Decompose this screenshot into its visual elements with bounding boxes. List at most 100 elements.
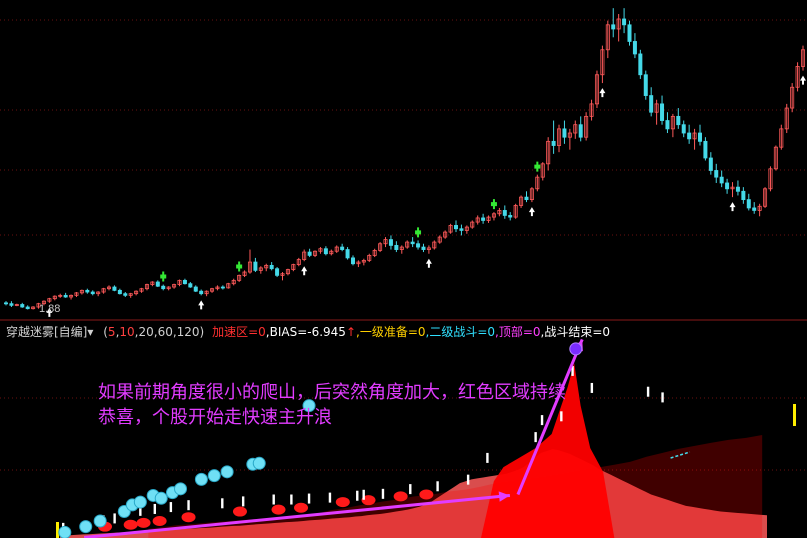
param-10: 10	[119, 325, 135, 339]
buy-arrow-icon	[198, 300, 205, 310]
candle-body	[14, 304, 19, 306]
red-bump	[294, 502, 309, 513]
peak-marker	[569, 342, 583, 356]
candle-body	[513, 205, 518, 218]
signal-bubble	[154, 491, 168, 505]
candle-body	[58, 294, 63, 297]
candle-body	[85, 289, 90, 293]
buy-arrow-icon	[800, 75, 806, 85]
candlestick-series	[4, 8, 806, 310]
buy-arrow-icon	[301, 266, 308, 276]
signal-bar	[409, 484, 412, 495]
candle-body	[616, 18, 621, 30]
candle-body	[714, 170, 719, 178]
level2-value: ,二级战斗=0	[425, 325, 496, 339]
candle-body	[258, 267, 263, 271]
signal-bar	[356, 490, 359, 501]
candle-body	[779, 128, 784, 148]
signal-bar	[381, 488, 385, 499]
candle-body	[47, 298, 52, 302]
candle-body	[69, 294, 74, 298]
candle-body	[519, 196, 524, 206]
candle-body	[52, 295, 57, 300]
signal-bubble	[79, 520, 93, 534]
red-bump	[361, 495, 376, 506]
plus-signal-icon	[490, 199, 497, 210]
candle-body	[25, 306, 30, 310]
candle-body	[112, 286, 117, 291]
candle-body	[660, 103, 665, 121]
signal-bubble	[174, 482, 188, 496]
candle-body	[578, 124, 583, 138]
chart-grid	[0, 19, 807, 471]
candle-body	[741, 190, 746, 201]
level1-value: ,一级准备=0	[356, 325, 426, 339]
red-bump	[181, 512, 196, 523]
candle-body	[551, 140, 556, 146]
buy-arrow-icon	[729, 202, 736, 212]
candle-body	[247, 261, 252, 273]
indicator-name[interactable]: 穿越迷雾[自编]	[6, 325, 88, 339]
candle-body	[210, 288, 215, 292]
candle-body	[334, 246, 339, 252]
candle-body	[497, 210, 502, 215]
candle-body	[96, 291, 101, 295]
buy-arrow-icon	[528, 207, 535, 217]
annotation-line-1: 如果前期角度很小的爬山，后突然角度加大，红色区域持续	[98, 382, 566, 403]
signal-bar	[187, 500, 190, 511]
trend-arrow-2	[516, 338, 584, 496]
annotation-line-2: 恭喜，个股开始走快速主升浪	[98, 407, 332, 428]
candle-body	[275, 268, 280, 276]
candle-body	[242, 271, 247, 276]
candle-body	[763, 188, 768, 207]
candle-body	[708, 157, 713, 171]
candle-body	[323, 248, 328, 255]
indicator-title-bar: 穿越迷雾[自编]▾ (5,10,20,60,120) 加速区=0,BIAS=-6…	[0, 322, 807, 342]
candle-body	[313, 250, 318, 256]
candle-body	[676, 115, 681, 126]
candle-body	[264, 264, 269, 269]
candle-body	[9, 303, 14, 306]
candle-body	[725, 182, 730, 190]
candle-body	[464, 226, 469, 231]
signal-bar	[241, 496, 245, 507]
candle-body	[280, 273, 285, 276]
candle-body	[139, 288, 144, 292]
candle-body	[237, 274, 242, 281]
candle-body	[752, 207, 757, 211]
candle-body	[31, 306, 36, 310]
signal-bar	[571, 365, 574, 376]
end-value: ,战斗结束=0	[540, 325, 611, 339]
candle-body	[768, 168, 773, 190]
candle-body	[117, 289, 122, 295]
buy-arrow-icon	[599, 88, 606, 98]
candle-body	[177, 279, 182, 285]
candle-body	[589, 103, 594, 117]
candle-body	[394, 245, 399, 250]
signal-bubble	[194, 472, 208, 486]
candle-body	[134, 290, 139, 295]
candle-body	[757, 205, 762, 211]
candle-body	[367, 254, 372, 261]
signal-bar	[221, 498, 224, 509]
candle-body	[269, 264, 274, 270]
signal-bubble	[58, 525, 72, 538]
candle-body	[443, 231, 448, 238]
indicator-dropdown-icon[interactable]: ▾	[87, 325, 94, 339]
candle-body	[546, 140, 551, 165]
candle-body	[638, 53, 643, 76]
candle-body	[128, 293, 133, 296]
candle-body	[285, 269, 290, 275]
candle-body	[730, 186, 735, 190]
candle-body	[573, 124, 578, 134]
candle-body	[421, 246, 426, 250]
candle-body	[405, 241, 410, 248]
red-bump	[271, 504, 286, 515]
candle-body	[302, 251, 307, 260]
candle-body	[746, 199, 751, 209]
red-bump	[152, 515, 167, 526]
candle-body	[166, 286, 171, 290]
candle-body	[144, 284, 149, 290]
accel-zone-area	[480, 363, 615, 538]
